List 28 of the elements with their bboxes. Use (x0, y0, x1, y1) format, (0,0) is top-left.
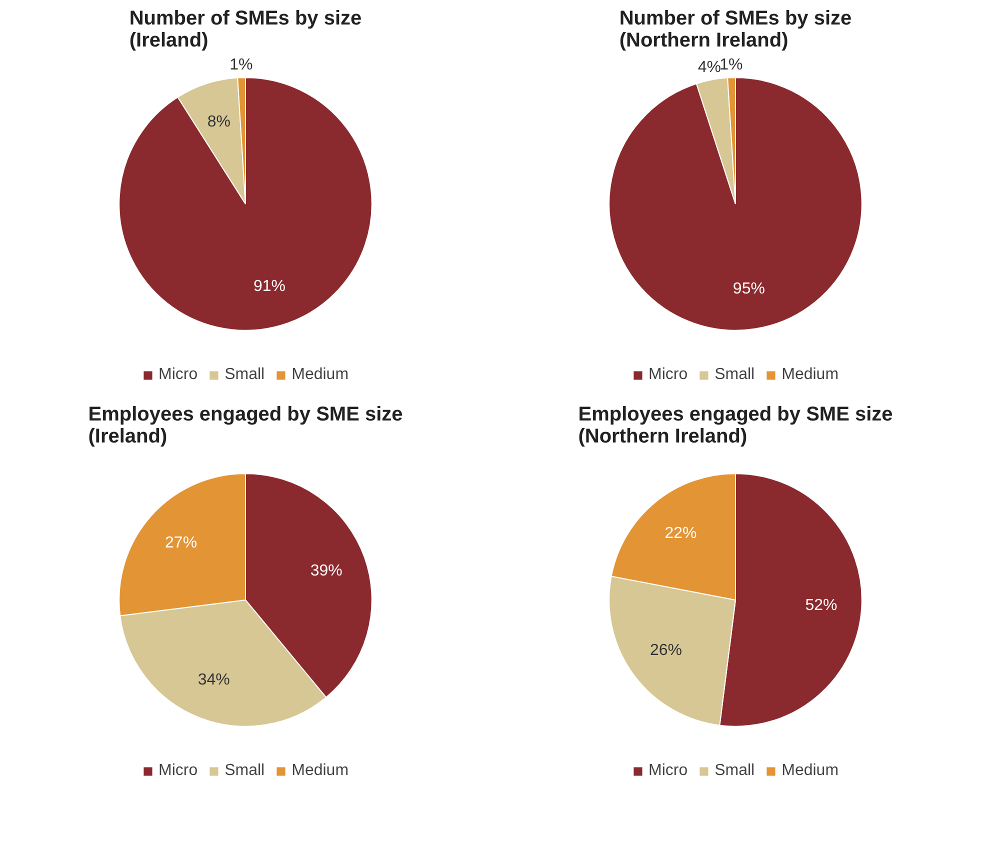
data-label: 1% (720, 56, 743, 74)
data-label: 52% (805, 596, 838, 614)
data-label: 95% (732, 280, 765, 298)
chart-title: Number of SMEs by size (Northern Ireland) (619, 8, 852, 52)
data-label: 34% (198, 671, 230, 688)
legend-label: Medium (782, 366, 839, 384)
legend-label: Micro (158, 366, 198, 384)
data-label: 8% (207, 114, 231, 131)
chart-title: Employees engaged by SME size (Ireland) (88, 404, 403, 448)
data-label: 91% (253, 278, 286, 295)
legend-label: Medium (292, 366, 349, 384)
legend-label: Medium (782, 762, 839, 780)
legend-label: Medium (292, 762, 349, 780)
legend-label: Micro (648, 366, 688, 384)
chart-title: Number of SMEs by size (Ireland) (129, 8, 362, 52)
legend-label: Small (714, 366, 755, 384)
legend-label: Small (224, 366, 265, 384)
legend-label: Micro (158, 762, 198, 780)
data-label: 1% (230, 56, 253, 74)
legend-label: Micro (648, 762, 688, 780)
data-label: 4% (698, 58, 722, 76)
data-label: 39% (310, 562, 342, 580)
data-label: 26% (650, 642, 682, 659)
data-label: 22% (664, 525, 697, 542)
legend-label: Small (224, 762, 265, 780)
legend-label: Small (714, 762, 755, 780)
data-label: 27% (165, 534, 198, 552)
chart-title: Employees engaged by SME size (Northern Ireland) (578, 404, 893, 448)
